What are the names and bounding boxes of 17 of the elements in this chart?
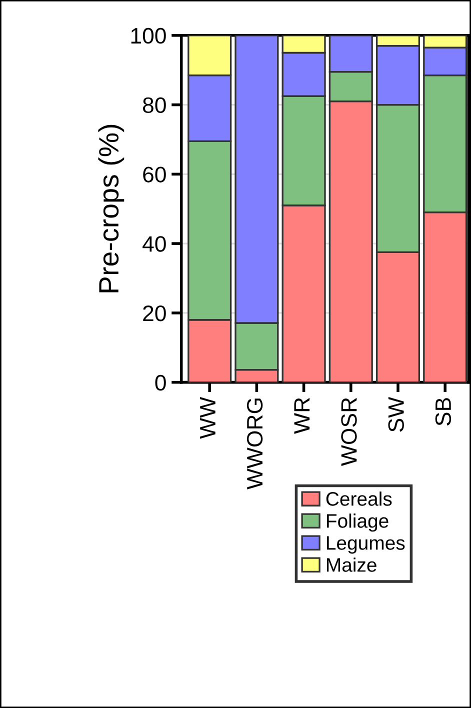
x-tick-label: WW xyxy=(200,396,216,439)
y-tick-label: 60 xyxy=(143,166,166,182)
legend-label: Maize xyxy=(326,558,376,572)
x-tick-label: SW xyxy=(388,396,404,432)
legend-label: Legumes xyxy=(326,536,405,554)
y-axis-title: Pre-crops (%) xyxy=(98,124,124,292)
y-tick-label: 0 xyxy=(155,374,166,391)
legend-label: Foliage xyxy=(326,514,388,532)
x-tick-label: WWORG xyxy=(246,398,263,490)
y-tick-label: 100 xyxy=(131,28,166,44)
y-tick-label: 80 xyxy=(143,97,166,114)
x-tick-label: WR xyxy=(294,398,310,434)
x-tick-label: WOSR xyxy=(341,398,357,466)
legend-label: Cereals xyxy=(326,492,392,506)
y-tick-label: 40 xyxy=(142,236,166,252)
y-tick-label: 20 xyxy=(143,305,166,322)
x-tick-label: SB xyxy=(435,398,452,426)
